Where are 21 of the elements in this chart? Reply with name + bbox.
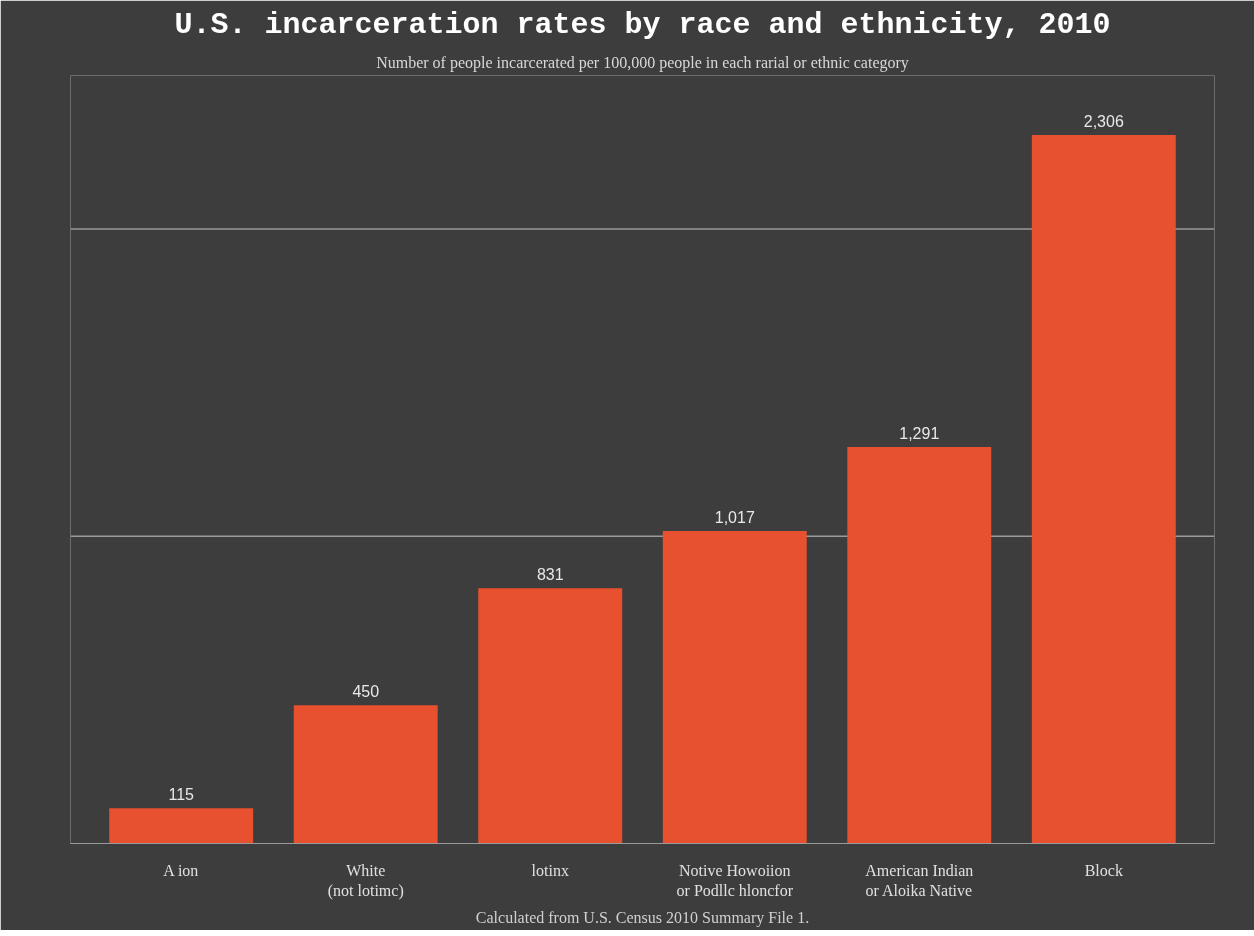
data-label: 2,306	[1083, 113, 1124, 131]
bar	[1031, 135, 1176, 844]
x-tick-label: White (not lotimc)	[327, 861, 404, 900]
data-label: 115	[168, 786, 195, 804]
x-tick-label: Notive Howoiion or Podllc hloncfor	[676, 861, 794, 899]
data-label: 831	[536, 566, 564, 584]
x-tick-label: lotinx	[531, 861, 569, 879]
data-label: 450	[352, 683, 380, 701]
bar	[293, 705, 438, 844]
bar	[109, 808, 254, 844]
x-tick-label: A ion	[163, 861, 199, 879]
bar	[662, 531, 807, 844]
x-tick-label: American Indian or Aloika Native	[865, 861, 974, 899]
chart-subtitle: Number of people incarcerated per 100,000 people in each rarial or ethnic category	[376, 53, 909, 72]
bar	[847, 446, 992, 844]
data-label: 1,291	[899, 424, 940, 442]
chart-title: U.S. incarceration rates by race and ethnicity, 2010	[174, 7, 1111, 42]
text: Calculated from U.S. Census 2010 Summary File 1.	[475, 908, 810, 927]
x-tick-label: Block	[1084, 861, 1123, 879]
bar	[478, 588, 623, 844]
data-label: 1,017	[714, 509, 755, 527]
